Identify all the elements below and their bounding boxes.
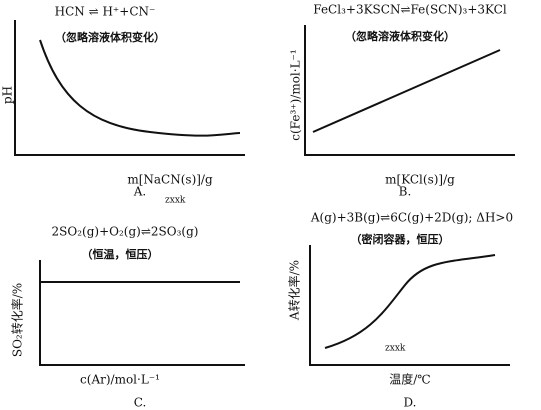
y-axis-label: SO₂转化率/% bbox=[10, 283, 25, 357]
panel-label: D. bbox=[403, 396, 416, 410]
equation: FeCl₃+3KSCN⇌Fe(SCN)₃+3KCl bbox=[313, 3, 507, 17]
y-axis-label: c(Fe³⁺)/mol·L⁻¹ bbox=[289, 49, 303, 140]
equation: 2SO₂(g)+O₂(g)⇌2SO₃(g) bbox=[52, 225, 199, 239]
axes bbox=[14, 20, 245, 156]
note: （恒温，恒压） bbox=[82, 247, 159, 261]
y-axis-label: pH bbox=[1, 86, 15, 104]
axes bbox=[304, 25, 515, 156]
equation: A(g)+3B(g)⇌6C(g)+2D(g); ΔH>0 bbox=[310, 211, 513, 225]
x-axis-label: c(Ar)/mol·L⁻¹ bbox=[80, 373, 160, 387]
axes bbox=[39, 260, 245, 366]
curve bbox=[324, 254, 496, 349]
panel-label: C. bbox=[134, 396, 147, 410]
note: （忽略溶液体积变化） bbox=[345, 29, 455, 43]
watermark: zxxk bbox=[165, 196, 186, 206]
watermark: zxxk bbox=[385, 344, 406, 354]
x-axis-label: m[KCl(s)]/g bbox=[385, 173, 455, 187]
panel-label: B. bbox=[399, 185, 412, 199]
panel-d: A(g)+3B(g)⇌6C(g)+2D(g); ΔH>0 （密闭容器，恒压） A… bbox=[287, 211, 514, 410]
x-axis-label: 温度/℃ bbox=[389, 372, 430, 387]
curve bbox=[39, 39, 241, 137]
x-axis-label: m[NaCN(s)]/g bbox=[127, 173, 213, 187]
panel-a: HCN ⇌ H⁺+CN⁻ （忽略溶液体积变化） pH m[NaCN(s)]/g … bbox=[1, 5, 245, 206]
note: （忽略溶液体积变化） bbox=[55, 30, 165, 44]
curve bbox=[312, 49, 501, 133]
panel-label: A. bbox=[133, 185, 146, 199]
y-axis-label: A转化率/% bbox=[287, 260, 302, 321]
note: （密闭容器，恒压） bbox=[351, 232, 450, 246]
axes bbox=[309, 245, 510, 366]
equation: HCN ⇌ H⁺+CN⁻ bbox=[55, 5, 156, 19]
panel-c: 2SO₂(g)+O₂(g)⇌2SO₃(g) （恒温，恒压） SO₂转化率/% c… bbox=[10, 225, 245, 410]
panel-b: FeCl₃+3KSCN⇌Fe(SCN)₃+3KCl （忽略溶液体积变化） c(F… bbox=[289, 3, 515, 199]
